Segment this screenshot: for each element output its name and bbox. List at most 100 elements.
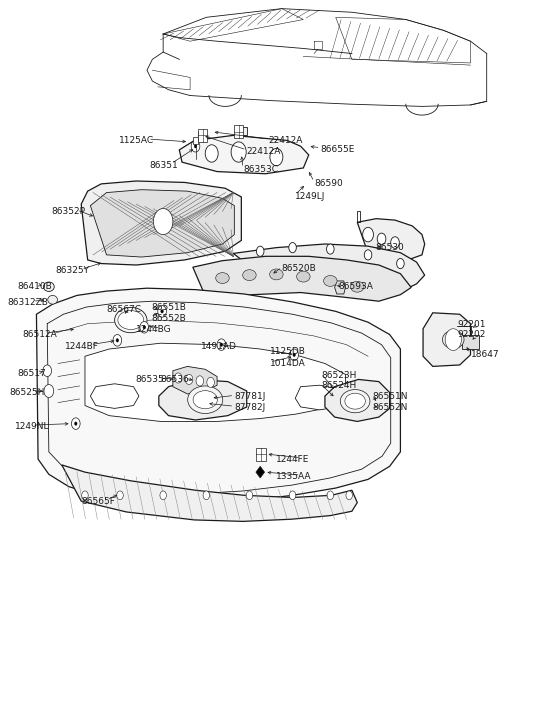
Text: 86567C: 86567C bbox=[107, 305, 141, 314]
Circle shape bbox=[207, 377, 215, 387]
Text: 1125AC: 1125AC bbox=[119, 136, 154, 145]
Ellipse shape bbox=[193, 390, 217, 409]
Circle shape bbox=[289, 243, 296, 253]
Polygon shape bbox=[334, 281, 345, 294]
Ellipse shape bbox=[270, 269, 283, 280]
Text: 92201: 92201 bbox=[457, 320, 486, 329]
Circle shape bbox=[346, 491, 352, 499]
Text: 22412A: 22412A bbox=[268, 136, 302, 145]
Circle shape bbox=[231, 142, 246, 162]
Text: 1335AA: 1335AA bbox=[276, 472, 312, 481]
Text: 86530: 86530 bbox=[376, 243, 404, 252]
Circle shape bbox=[43, 365, 51, 377]
Text: 86590: 86590 bbox=[314, 179, 343, 188]
Circle shape bbox=[220, 343, 223, 346]
Polygon shape bbox=[85, 343, 345, 422]
Text: 86551B: 86551B bbox=[151, 302, 186, 311]
Polygon shape bbox=[238, 127, 247, 135]
Text: 86551N: 86551N bbox=[372, 393, 408, 401]
Circle shape bbox=[289, 491, 296, 499]
Circle shape bbox=[326, 244, 334, 254]
Text: 22412A: 22412A bbox=[247, 147, 281, 156]
Bar bbox=[234, 125, 243, 138]
Text: 86523H: 86523H bbox=[321, 371, 357, 379]
Polygon shape bbox=[81, 181, 241, 265]
Circle shape bbox=[377, 233, 386, 245]
Text: 86512A: 86512A bbox=[22, 330, 56, 339]
Text: 18647: 18647 bbox=[470, 350, 499, 359]
Text: 1244BF: 1244BF bbox=[65, 342, 99, 350]
Text: 1491AD: 1491AD bbox=[201, 342, 237, 350]
Bar bbox=[198, 129, 208, 142]
Circle shape bbox=[82, 491, 88, 499]
Text: 86410B: 86410B bbox=[17, 281, 53, 291]
Polygon shape bbox=[462, 334, 479, 349]
Text: 86520B: 86520B bbox=[282, 264, 317, 273]
Text: 86536: 86536 bbox=[160, 375, 189, 384]
Polygon shape bbox=[335, 17, 470, 63]
Circle shape bbox=[113, 334, 121, 346]
Circle shape bbox=[397, 259, 404, 269]
Text: 86593A: 86593A bbox=[338, 282, 373, 292]
Circle shape bbox=[194, 145, 197, 148]
Ellipse shape bbox=[324, 276, 337, 286]
Circle shape bbox=[256, 246, 264, 257]
Text: 1249LJ: 1249LJ bbox=[295, 192, 326, 201]
Circle shape bbox=[191, 140, 200, 152]
Circle shape bbox=[153, 209, 173, 235]
Ellipse shape bbox=[114, 308, 147, 333]
Ellipse shape bbox=[243, 270, 256, 281]
Text: 86351: 86351 bbox=[150, 161, 178, 169]
Text: 92202: 92202 bbox=[457, 330, 486, 339]
Text: 87781J: 87781J bbox=[234, 393, 266, 401]
Circle shape bbox=[117, 491, 123, 499]
Ellipse shape bbox=[351, 281, 364, 292]
Circle shape bbox=[44, 385, 54, 398]
Text: 86525H: 86525H bbox=[9, 388, 45, 397]
Circle shape bbox=[205, 145, 218, 162]
Polygon shape bbox=[357, 219, 425, 261]
Text: 86325Y: 86325Y bbox=[55, 266, 89, 276]
Circle shape bbox=[327, 491, 333, 499]
Polygon shape bbox=[62, 465, 357, 521]
Text: 86312ZB: 86312ZB bbox=[8, 298, 49, 308]
Ellipse shape bbox=[43, 282, 54, 292]
Ellipse shape bbox=[118, 310, 144, 329]
Text: 86552B: 86552B bbox=[151, 314, 186, 323]
Ellipse shape bbox=[442, 331, 464, 349]
Polygon shape bbox=[91, 384, 139, 409]
Circle shape bbox=[290, 349, 299, 361]
Circle shape bbox=[175, 373, 182, 383]
Text: 1249NL: 1249NL bbox=[15, 422, 49, 431]
Text: 86655E: 86655E bbox=[321, 145, 355, 153]
Text: 1125DB: 1125DB bbox=[270, 348, 306, 356]
Circle shape bbox=[270, 148, 283, 166]
Bar bbox=[193, 137, 198, 144]
Text: 86565F: 86565F bbox=[81, 497, 115, 505]
Circle shape bbox=[161, 310, 163, 313]
Polygon shape bbox=[193, 257, 411, 301]
Text: 86353C: 86353C bbox=[243, 165, 278, 174]
Circle shape bbox=[140, 321, 149, 333]
Text: 86552N: 86552N bbox=[372, 403, 408, 412]
Text: 1244FE: 1244FE bbox=[276, 454, 310, 464]
Text: 86524H: 86524H bbox=[321, 382, 357, 390]
Text: 86535: 86535 bbox=[135, 375, 164, 384]
Ellipse shape bbox=[216, 273, 229, 284]
Polygon shape bbox=[198, 132, 204, 140]
Polygon shape bbox=[179, 135, 309, 174]
Text: 1244BG: 1244BG bbox=[136, 325, 172, 334]
Ellipse shape bbox=[188, 386, 223, 414]
Ellipse shape bbox=[345, 393, 365, 409]
Polygon shape bbox=[173, 366, 217, 394]
Ellipse shape bbox=[340, 390, 370, 413]
Circle shape bbox=[445, 329, 461, 350]
Circle shape bbox=[160, 491, 166, 499]
Circle shape bbox=[185, 374, 193, 385]
Circle shape bbox=[74, 422, 77, 425]
Circle shape bbox=[293, 353, 295, 356]
Bar bbox=[256, 448, 266, 460]
Circle shape bbox=[217, 339, 225, 350]
Ellipse shape bbox=[296, 271, 310, 282]
Circle shape bbox=[363, 228, 373, 242]
